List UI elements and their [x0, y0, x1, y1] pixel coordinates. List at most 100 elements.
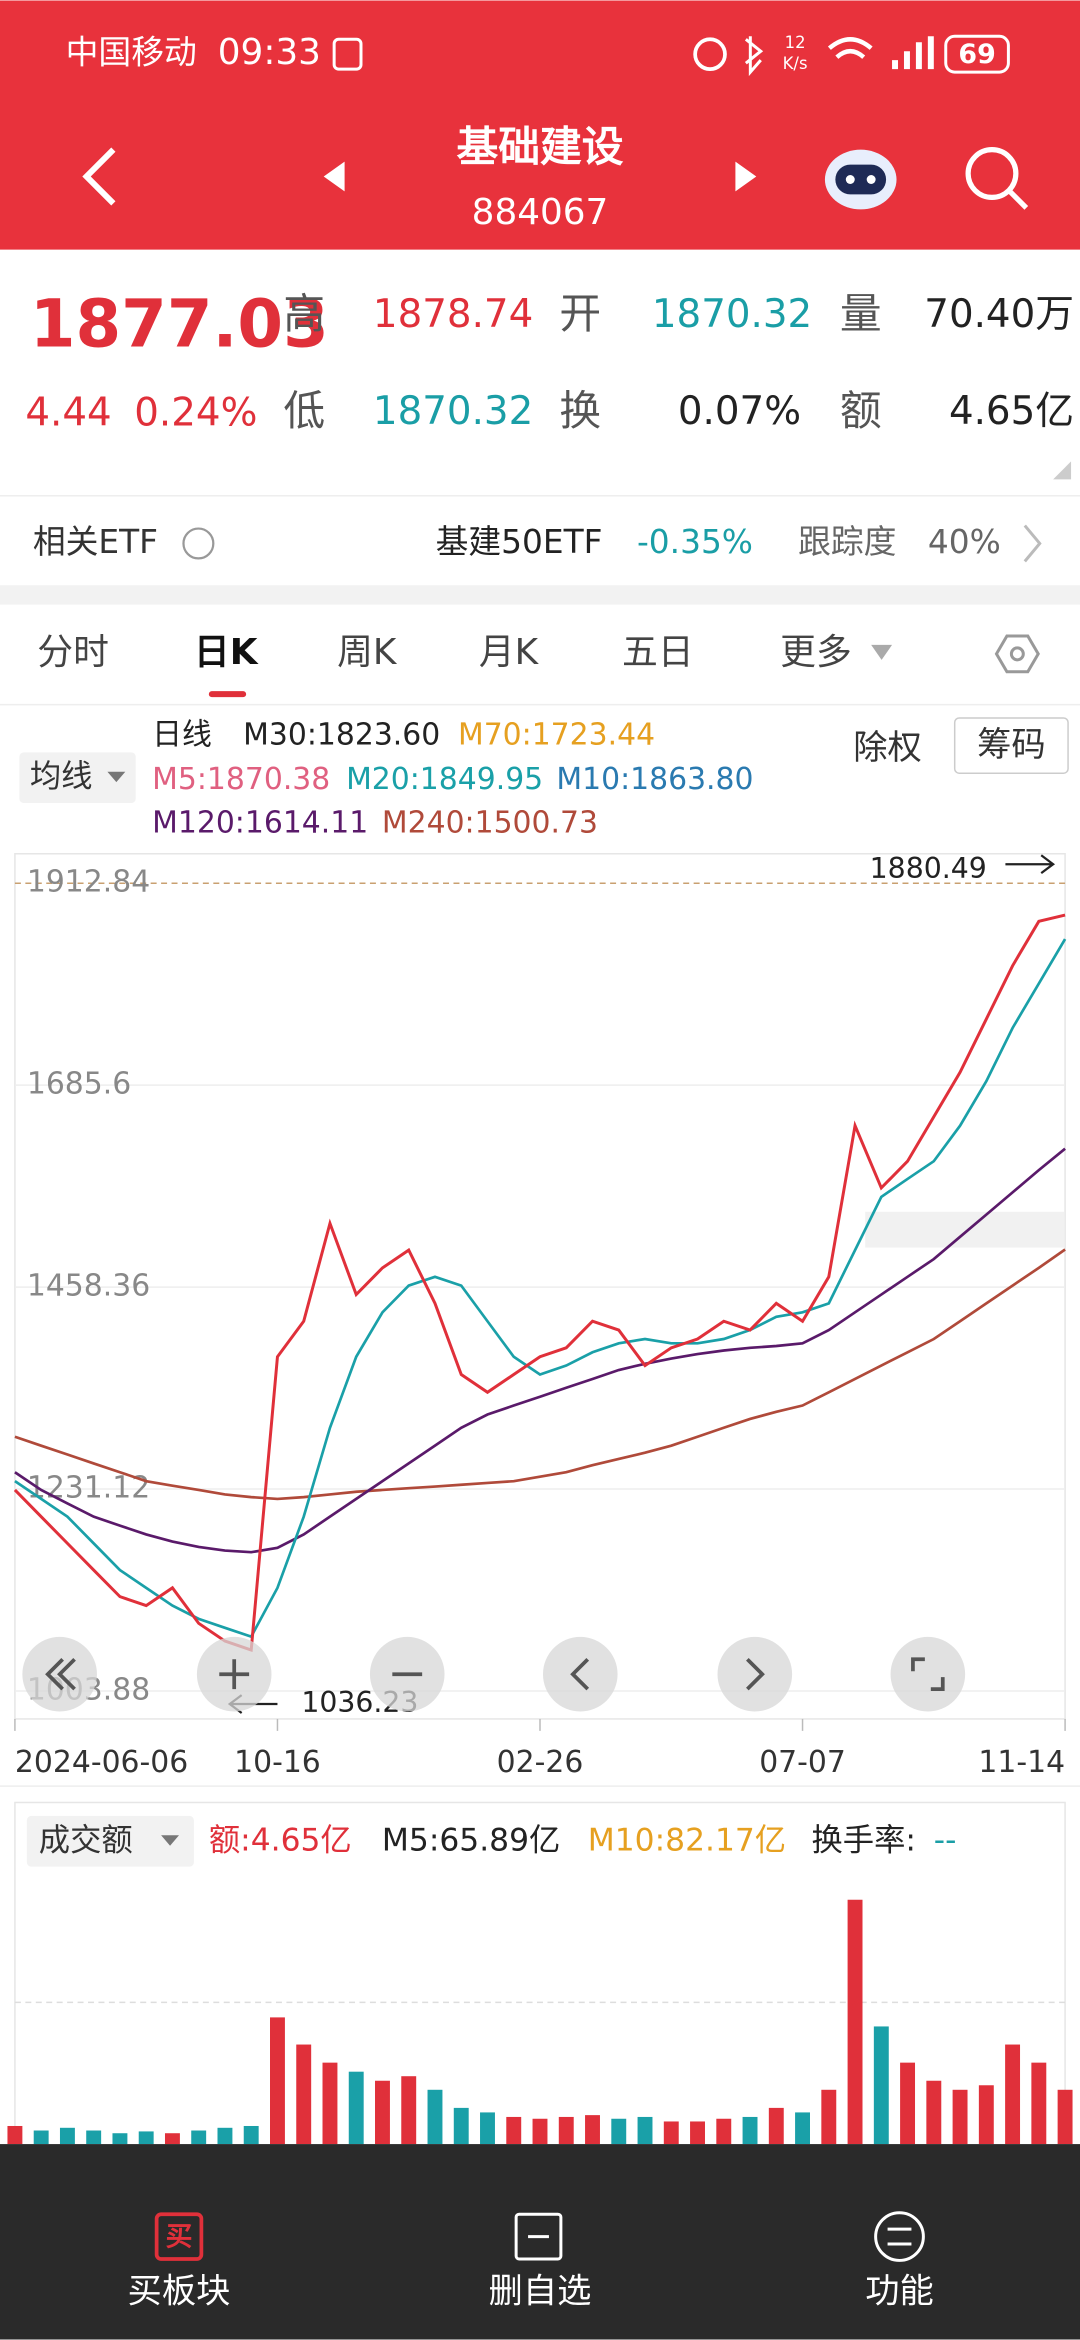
dropdown-arrow [161, 1835, 180, 1846]
volume-bar [900, 2062, 916, 2145]
menu-icon-bars [887, 2227, 912, 2246]
ma-line [14, 938, 1067, 1639]
chart-controls [22, 1636, 966, 1712]
volume-bar [191, 2130, 207, 2145]
y-tick-label: 1685.6 [27, 1067, 131, 1102]
battery-icon [944, 34, 1010, 74]
buy-icon [154, 2212, 204, 2261]
expand-corner[interactable] [1053, 461, 1072, 480]
bottom-nav [0, 2144, 1080, 2340]
nav-buy[interactable]: 买板块 [128, 2272, 231, 2312]
tab[interactable]: 月K [479, 632, 540, 673]
assistant-button[interactable] [824, 149, 897, 210]
tab-indicator [208, 691, 247, 698]
ma70: M70:1723.44 [458, 717, 655, 752]
nav-remove[interactable]: 删自选 [489, 2272, 592, 2312]
x-tick-label: 02-26 [497, 1745, 584, 1780]
nfc-icon [332, 37, 363, 71]
dropdown-arrow [107, 771, 126, 783]
max-label: 1880.49 [870, 852, 987, 885]
vol-turnover-value: -- [934, 1822, 957, 1858]
low-label: 低 [283, 386, 325, 435]
volume-bar [112, 2133, 128, 2145]
volume-bar [768, 2107, 784, 2145]
settings-button[interactable] [994, 634, 1040, 674]
tab[interactable]: 分时 [37, 632, 109, 673]
x-tick-label: 11-14 [978, 1745, 1065, 1780]
price: 1877.03 [30, 287, 329, 363]
volume-bar [742, 2116, 758, 2145]
vol-turnover: 换手率: [811, 1822, 916, 1858]
signal-icon [892, 36, 934, 70]
turnover-label: 换 [559, 386, 601, 435]
volume-selector[interactable] [26, 1815, 194, 1867]
period: 日线 [152, 717, 212, 752]
etf-row[interactable]: 相关ETF 基建50ETF -0.35% 跟踪度 40% [33, 523, 1042, 563]
header-bg [0, 0, 1080, 250]
ma-line [14, 1147, 1066, 1554]
tab[interactable]: 周K [337, 632, 398, 673]
volume-bar [453, 2107, 469, 2145]
tab[interactable]: 更多 [780, 632, 852, 673]
bluetooth-icon [744, 36, 764, 77]
high-label: 高 [283, 289, 325, 338]
volume-bar [7, 2125, 23, 2145]
chips-button[interactable] [953, 717, 1069, 774]
carrier: 中国移动 [66, 34, 197, 72]
turnover: 0.07% [678, 389, 801, 434]
vol-m10: M10:82.17亿 [588, 1822, 786, 1858]
volume-bar [558, 2116, 574, 2145]
chip-zone [865, 1211, 1066, 1248]
ma-line [14, 1248, 1066, 1501]
volume-selector-label: 成交额 [39, 1822, 133, 1858]
menu-icon [874, 2211, 925, 2262]
volume-bar [33, 2130, 49, 2145]
volume-bar [375, 2080, 390, 2145]
ma-line [13, 913, 1066, 1653]
max-arrow [1005, 854, 1056, 875]
left-button[interactable] [542, 1636, 618, 1712]
x-tick-label: 07-07 [759, 1745, 846, 1780]
volume-bar [59, 2127, 75, 2145]
header-code: 884067 [472, 192, 609, 233]
exright-button[interactable]: 除权 [853, 728, 922, 768]
volume-bar [873, 2026, 889, 2145]
search-button[interactable] [965, 147, 1029, 210]
amount: 4.65亿 [949, 389, 1074, 434]
back-button[interactable] [82, 147, 116, 206]
clock: 09:33 [218, 32, 321, 73]
net-speed: 12 [785, 33, 806, 52]
etf-change: -0.35% [637, 523, 753, 561]
volume-bar [690, 2121, 705, 2145]
fullscreen-button[interactable] [890, 1636, 966, 1712]
control-icons [45, 1657, 945, 1691]
prev-button[interactable] [323, 161, 345, 192]
volume-bar [926, 2080, 942, 2145]
help-icon [182, 527, 215, 560]
ma-selector[interactable] [19, 752, 136, 804]
ma240: M240:1500.73 [382, 805, 598, 840]
battery-level: 69 [958, 39, 995, 70]
next-button[interactable] [735, 161, 757, 192]
header-title: 基础建设 [457, 122, 624, 171]
volume-bar [1031, 2062, 1047, 2145]
volume-bar [821, 2089, 837, 2145]
ma-selector-label: 均线 [30, 759, 93, 795]
buy-icon-text: 买 [166, 2222, 193, 2253]
volume-bar [1005, 2044, 1021, 2145]
volume-bar [978, 2085, 994, 2145]
open-label: 开 [559, 289, 601, 338]
volume-bar [296, 2044, 312, 2145]
volume-bar [164, 2133, 180, 2145]
ma10: M10:1863.80 [556, 762, 753, 797]
nav-function[interactable]: 功能 [865, 2272, 934, 2312]
volume-label: 量 [840, 289, 882, 338]
right-button[interactable] [717, 1636, 793, 1712]
volume-bar [1057, 2089, 1073, 2145]
chevron [1023, 524, 1042, 563]
tab[interactable]: 日K [194, 632, 259, 673]
tab[interactable]: 五日 [622, 632, 694, 673]
volume-bar [847, 1899, 863, 2145]
volume-bar [716, 2118, 732, 2145]
